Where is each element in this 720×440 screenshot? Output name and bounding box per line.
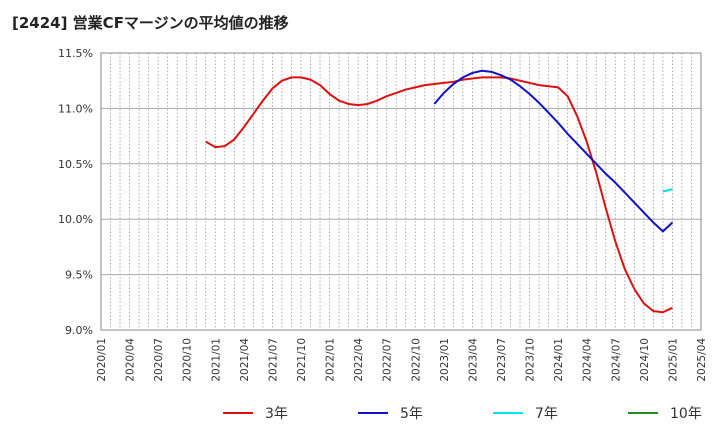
legend-item-5年: 5年 (358, 406, 423, 422)
x-tick-label: 2024/01 (553, 338, 565, 382)
x-axis: 2020/01 2020/04 2020/07 2020/10 2021/01 2021/… (96, 338, 708, 382)
legend-item-10年: 10年 (628, 406, 702, 422)
x-tick-label: 2023/07 (496, 338, 508, 382)
x-tick-label: 2022/07 (382, 338, 394, 382)
legend-item-3年: 3年 (223, 406, 288, 422)
x-tick-label: 2020/04 (125, 338, 137, 382)
y-tick-label: 10.0% (58, 213, 93, 226)
x-tick-label: 2020/10 (182, 338, 194, 382)
grid (101, 53, 701, 330)
x-tick-label: 2023/01 (439, 338, 451, 382)
x-tick-label: 2025/04 (696, 338, 708, 382)
y-tick-label: 10.5% (58, 158, 93, 171)
x-tick-label: 2022/10 (410, 338, 422, 382)
legend-item-7年: 7年 (493, 406, 558, 422)
y-tick-label: 11.0% (58, 102, 93, 115)
x-tick-label: 2024/10 (639, 338, 651, 382)
x-tick-label: 2021/10 (296, 338, 308, 382)
x-tick-label: 2022/01 (325, 338, 337, 382)
series-lines (205, 69, 674, 314)
x-tick-label: 2023/04 (467, 338, 479, 382)
legend: 3年 5年 7年 10年 (223, 406, 702, 422)
legend-label: 3年 (265, 406, 288, 422)
legend-label: 10年 (670, 406, 702, 422)
x-tick-label: 2021/04 (239, 338, 251, 382)
legend-label: 7年 (535, 406, 558, 422)
series-line-3年 (205, 76, 673, 314)
x-tick-label: 2021/01 (210, 338, 222, 382)
x-tick-label: 2021/07 (267, 338, 279, 382)
x-tick-label: 2024/04 (582, 338, 594, 382)
x-tick-label: 2023/10 (525, 338, 537, 382)
series-line-7年 (662, 188, 673, 193)
chart-title: [2424] 営業CFマージンの平均値の推移 (12, 14, 289, 32)
y-axis: 9.0% 9.5% 10.0% 10.5% 11.0% 11.5% (58, 47, 93, 337)
x-tick-label: 2022/04 (353, 338, 365, 382)
x-tick-label: 2020/07 (153, 338, 165, 382)
x-tick-label: 2020/01 (96, 338, 108, 382)
x-tick-label: 2025/01 (667, 338, 679, 382)
plot-area (100, 52, 702, 331)
legend-label: 5年 (400, 406, 423, 422)
series-line-5年 (433, 69, 674, 233)
x-tick-label: 2024/07 (610, 338, 622, 382)
y-tick-label: 11.5% (58, 47, 93, 60)
y-tick-label: 9.0% (65, 324, 93, 337)
y-tick-label: 9.5% (65, 269, 93, 282)
